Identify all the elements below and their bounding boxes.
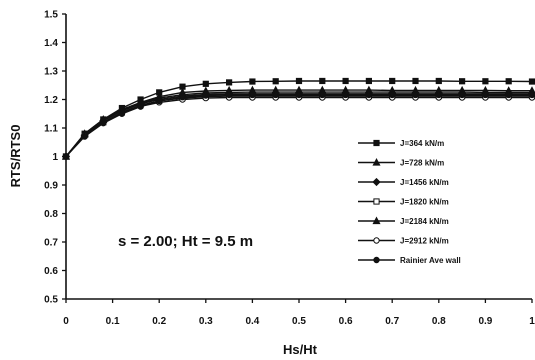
data-point — [81, 133, 88, 140]
legend-label: J=728 kN/m — [400, 159, 444, 168]
data-point — [505, 91, 512, 99]
legend-item: J=364 kN/m — [358, 139, 444, 148]
legend-item: J=728 kN/m — [358, 158, 444, 168]
y-tick-label: 0.5 — [44, 295, 58, 306]
y-axis-title: RTS/RTS0 — [8, 125, 23, 188]
legend-label: J=364 kN/m — [400, 139, 444, 148]
data-point — [528, 78, 535, 85]
x-tick-label: 0.5 — [292, 316, 306, 327]
y-tick-label: 1.3 — [44, 67, 58, 78]
legend-label: Rainier Ave wall — [400, 256, 461, 265]
x-tick-label: 0.8 — [432, 316, 446, 327]
data-point — [435, 77, 442, 85]
data-point — [365, 91, 373, 99]
data-point — [319, 91, 326, 99]
data-point — [179, 94, 186, 101]
data-point — [342, 91, 349, 99]
data-point — [482, 91, 489, 99]
data-point — [435, 91, 442, 99]
legend-marker — [373, 256, 380, 264]
x-tick-label: 0.3 — [199, 316, 213, 327]
data-point — [226, 79, 233, 86]
data-point — [342, 77, 349, 85]
series-line — [65, 95, 532, 157]
legend-item: J=2912 kN/m — [358, 237, 449, 246]
legend-item: J=2184 kN/m — [358, 216, 449, 226]
x-tick-label: 0.2 — [152, 316, 166, 327]
x-tick-label: 1 — [529, 316, 535, 327]
legend-marker — [373, 139, 380, 147]
y-tick-label: 1 — [52, 152, 58, 163]
series-line — [65, 80, 533, 157]
y-tick-label: 0.9 — [44, 181, 58, 192]
data-point — [225, 91, 233, 99]
data-point — [505, 78, 512, 85]
x-tick-label: 0.9 — [478, 316, 492, 327]
x-tick-label: 0.1 — [106, 316, 120, 327]
data-point — [100, 119, 107, 127]
series-3 — [61, 89, 535, 161]
data-point — [156, 97, 163, 105]
y-tick-label: 0.6 — [44, 266, 58, 277]
data-point — [319, 77, 326, 85]
y-tick-label: 0.7 — [44, 238, 58, 249]
y-tick-label: 1.4 — [44, 38, 58, 49]
legend-marker — [373, 198, 380, 205]
data-point — [365, 77, 372, 85]
data-point — [389, 91, 396, 99]
data-point — [272, 91, 279, 99]
x-tick-label: 0 — [63, 316, 69, 327]
legend: J=364 kN/m J=728 kN/m J=1456 kN/m J=1820 kN… — [358, 139, 461, 265]
axes: 0.5 0.6 0.7 0.8 0.9 1 1.1 1.2 1.3 1.4 1.5 0 0.1 0.2 0.… — [44, 10, 535, 328]
legend-label: J=1456 kN/m — [400, 178, 449, 187]
series-line — [65, 91, 532, 157]
data-point — [389, 77, 396, 85]
series-group — [61, 77, 535, 161]
data-point — [295, 91, 303, 99]
legend-marker — [372, 177, 381, 187]
data-point — [249, 91, 256, 99]
legend-marker — [373, 237, 380, 244]
data-point — [272, 78, 279, 85]
legend-marker — [372, 158, 381, 166]
data-point — [412, 91, 419, 99]
legend-label: J=2912 kN/m — [400, 237, 449, 246]
data-point — [202, 92, 210, 99]
series-7 — [62, 91, 535, 160]
data-point — [458, 91, 466, 99]
data-point — [459, 78, 466, 85]
data-point — [295, 77, 303, 85]
y-tick-label: 0.8 — [44, 209, 58, 220]
data-point — [412, 77, 419, 85]
legend-marker — [372, 216, 381, 225]
x-tick-label: 0.4 — [245, 316, 259, 327]
x-axis-title: Hs/Ht — [283, 342, 318, 357]
chart-annotation: s = 2.00; Ht = 9.5 m — [118, 233, 253, 250]
series-line — [65, 93, 532, 157]
legend-label: J=1820 kN/m — [400, 198, 449, 207]
series-4 — [62, 92, 535, 160]
legend-item: J=1820 kN/m — [358, 198, 449, 207]
series-line — [65, 94, 532, 157]
legend-item: J=1456 kN/m — [358, 177, 449, 187]
data-point — [202, 80, 209, 87]
data-point — [528, 91, 535, 99]
data-point — [482, 78, 489, 85]
legend-label: J=2184 kN/m — [400, 217, 449, 226]
y-tick-label: 1.5 — [44, 10, 58, 21]
data-point — [118, 110, 126, 117]
y-tick-label: 1.1 — [44, 124, 58, 135]
data-point — [137, 103, 144, 110]
data-point — [249, 78, 256, 85]
x-tick-label: 0.7 — [385, 316, 399, 327]
x-tick-label: 0.6 — [339, 316, 353, 327]
data-point — [62, 153, 70, 160]
legend-item: Rainier Ave wall — [358, 256, 461, 265]
y-tick-label: 1.2 — [44, 95, 58, 106]
